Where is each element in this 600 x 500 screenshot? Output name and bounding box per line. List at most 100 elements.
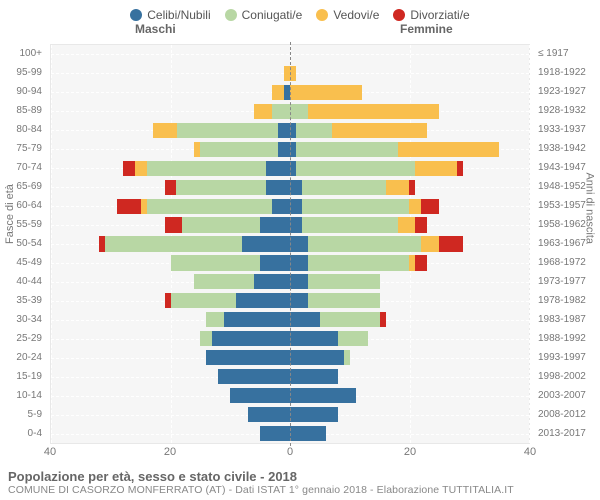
bar-seg-male [230, 388, 290, 403]
bar-seg-male [206, 312, 224, 327]
bar-seg-female [320, 312, 380, 327]
bar-seg-male [165, 180, 177, 195]
bar-seg-female [308, 255, 410, 270]
bar-seg-female [415, 161, 457, 176]
bar-seg-male [200, 142, 278, 157]
bar-seg-female [290, 293, 308, 308]
bar-seg-male [194, 274, 254, 289]
bar-seg-male [266, 161, 290, 176]
bar-seg-male [182, 217, 260, 232]
x-tick: 20 [164, 446, 176, 458]
female-header: Femmine [400, 22, 453, 36]
legend-swatch [316, 9, 328, 21]
bar-seg-male [272, 199, 290, 214]
chart-subtitle: COMUNE DI CASORZO MONFERRATO (AT) - Dati… [8, 484, 592, 496]
bar-seg-male [200, 331, 212, 346]
zero-line [290, 42, 291, 446]
bar-seg-male [236, 293, 290, 308]
bar-seg-female [386, 180, 410, 195]
bar-seg-female [296, 123, 332, 138]
bar-seg-male [153, 123, 177, 138]
bar-seg-male [177, 123, 279, 138]
bar-seg-male [260, 255, 290, 270]
bar-seg-female [338, 331, 368, 346]
title-block: Popolazione per età, sesso e stato civil… [8, 469, 592, 496]
bar-seg-male [242, 236, 290, 251]
legend-label: Divorziati/e [410, 8, 469, 22]
bar-seg-female [380, 312, 386, 327]
bar-seg-male [123, 161, 135, 176]
left-axis-title: Fasce di età [4, 184, 16, 244]
bar-seg-male [117, 199, 141, 214]
legend-swatch [393, 9, 405, 21]
bar-seg-female [398, 142, 500, 157]
x-tick: 0 [287, 446, 293, 458]
legend-item: Vedovi/e [316, 8, 379, 22]
legend-item: Divorziati/e [393, 8, 469, 22]
bar-seg-male [260, 217, 290, 232]
gender-headers: Maschi Femmine [0, 22, 600, 40]
right-axis-title: Anni di nascita [584, 172, 596, 244]
bar-seg-female [296, 161, 416, 176]
bar-seg-male [135, 161, 147, 176]
bar-seg-male [266, 180, 290, 195]
bar-seg-male [147, 161, 267, 176]
bar-seg-male [278, 142, 290, 157]
bar-seg-male [224, 312, 290, 327]
male-header: Maschi [135, 22, 176, 36]
bar-seg-female [290, 274, 308, 289]
bar-seg-female [290, 312, 320, 327]
bar-seg-female [308, 236, 422, 251]
bar-seg-female [409, 199, 421, 214]
chart-area [50, 44, 530, 444]
bar-seg-female [296, 142, 398, 157]
bar-seg-female [344, 350, 350, 365]
bar-seg-female [290, 331, 338, 346]
legend-item: Coniugati/e [225, 8, 303, 22]
bar-seg-male [171, 255, 261, 270]
x-tick: 20 [404, 446, 416, 458]
population-pyramid: Celibi/Nubili Coniugati/e Vedovi/e Divorzia… [0, 0, 600, 500]
bar-seg-female [302, 199, 410, 214]
bar-seg-female [290, 426, 326, 441]
bar-seg-female [415, 217, 427, 232]
bar-seg-male [147, 199, 272, 214]
bar-seg-male [260, 426, 290, 441]
bar-seg-female [308, 293, 380, 308]
bar-seg-male [254, 104, 272, 119]
bar-seg-male [218, 369, 290, 384]
bar-seg-male [171, 293, 237, 308]
x-tick: 40 [524, 446, 536, 458]
bar-seg-female [290, 180, 302, 195]
legend-swatch [130, 9, 142, 21]
bar-seg-female [302, 180, 386, 195]
bar-seg-female [302, 217, 398, 232]
legend-label: Vedovi/e [333, 8, 379, 22]
bar-seg-male [105, 236, 242, 251]
bar-seg-female [290, 369, 338, 384]
bar-seg-female [290, 199, 302, 214]
bar-seg-female [290, 350, 344, 365]
chart-title: Popolazione per età, sesso e stato civil… [8, 469, 592, 484]
bar-seg-male [278, 123, 290, 138]
bar-seg-female [308, 104, 439, 119]
bar-seg-male [206, 350, 290, 365]
bar-seg-female [290, 407, 338, 422]
x-tick: 40 [44, 446, 56, 458]
bar-seg-male [272, 104, 290, 119]
legend: Celibi/Nubili Coniugati/e Vedovi/e Divorzia… [0, 0, 600, 22]
bar-seg-female [290, 85, 362, 100]
legend-label: Celibi/Nubili [147, 8, 210, 22]
bar-seg-female [421, 236, 439, 251]
legend-swatch [225, 9, 237, 21]
bar-seg-female [290, 388, 356, 403]
bar-seg-male [254, 274, 290, 289]
bar-seg-female [290, 104, 308, 119]
bar-seg-male [248, 407, 290, 422]
bar-seg-male [176, 180, 266, 195]
bar-seg-male [165, 217, 183, 232]
bar-seg-female [439, 236, 463, 251]
bar-seg-female [457, 161, 463, 176]
bar-seg-female [415, 255, 427, 270]
bar-seg-female [290, 217, 302, 232]
